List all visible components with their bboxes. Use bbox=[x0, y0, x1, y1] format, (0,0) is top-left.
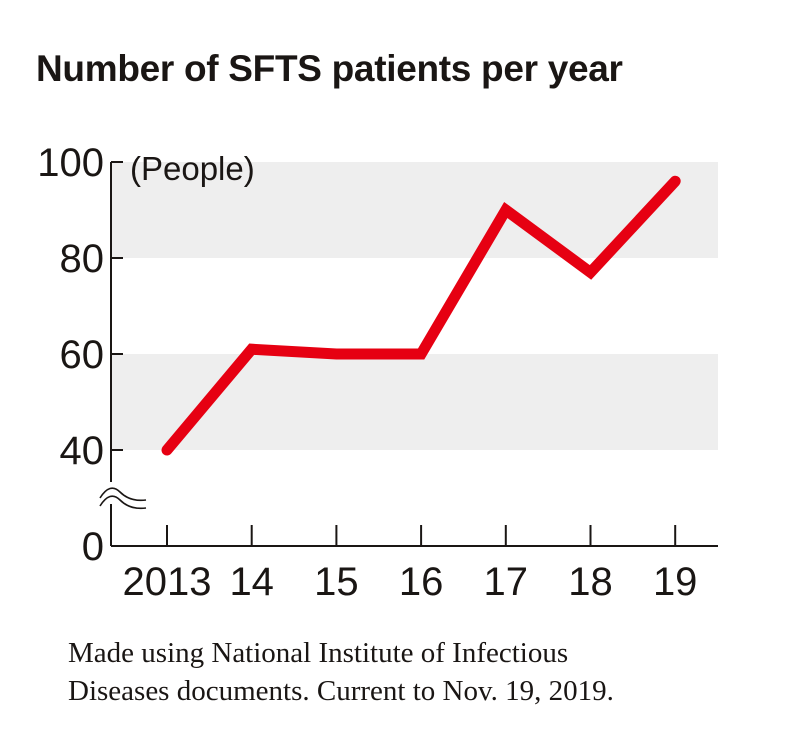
x-tick-label: 16 bbox=[399, 560, 444, 604]
x-tick-label: 15 bbox=[314, 560, 359, 604]
y-tick-label: 60 bbox=[60, 333, 105, 377]
y-tick-label: 100 bbox=[37, 141, 104, 185]
chart-title: Number of SFTS patients per year bbox=[36, 48, 623, 89]
axis-break-icon bbox=[99, 495, 147, 510]
source-line: Made using National Institute of Infecti… bbox=[68, 637, 569, 669]
source-line: Diseases documents. Current to Nov. 19, … bbox=[68, 675, 614, 707]
axis-break-icon bbox=[99, 487, 147, 502]
x-tick-label: 19 bbox=[653, 560, 698, 604]
y-axis-unit: (People) bbox=[130, 150, 255, 187]
x-tick-label: 2013 bbox=[123, 560, 212, 604]
y-tick-label: 0 bbox=[82, 525, 104, 569]
axis-break-gap bbox=[107, 482, 117, 504]
x-tick-label: 18 bbox=[568, 560, 613, 604]
x-tick-label: 14 bbox=[229, 560, 274, 604]
y-tick-label: 80 bbox=[60, 237, 105, 281]
source-note: Made using National Institute of Infecti… bbox=[68, 634, 614, 710]
x-tick-label: 17 bbox=[484, 560, 529, 604]
y-tick-label: 40 bbox=[60, 429, 105, 473]
